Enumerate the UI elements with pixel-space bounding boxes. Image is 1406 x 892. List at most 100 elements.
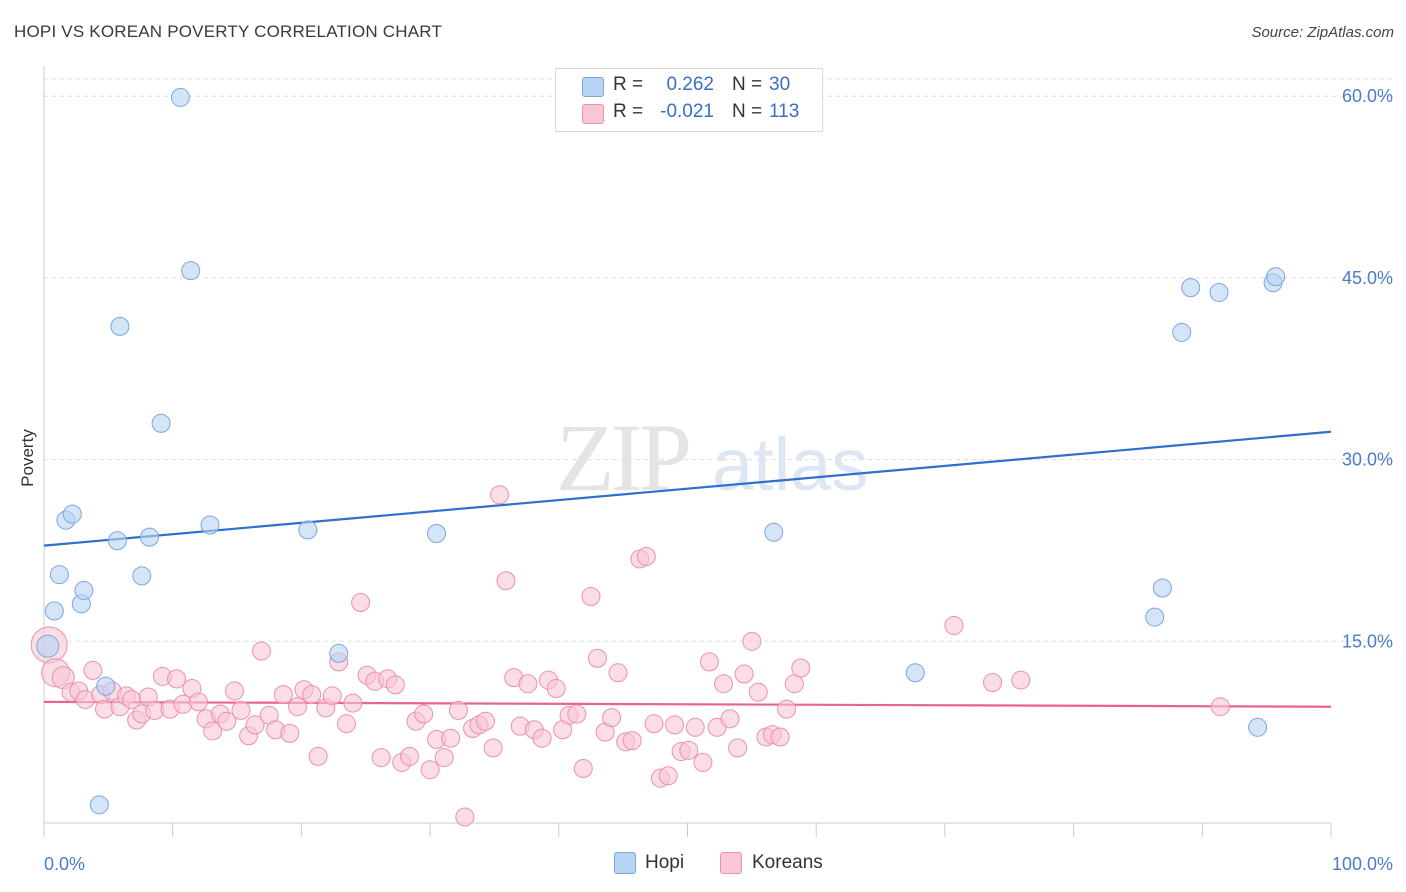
x-tick-label: 0.0% <box>44 854 85 874</box>
hopi-point <box>96 676 116 696</box>
hopi-point <box>44 601 64 621</box>
chart-title: HOPI VS KOREAN POVERTY CORRELATION CHART <box>14 22 443 41</box>
korean-point <box>944 616 964 636</box>
korean-point <box>167 669 187 689</box>
watermark-zip: ZIP <box>556 404 689 511</box>
hopi-point <box>1266 267 1286 287</box>
korean-point <box>288 697 308 717</box>
korean-point <box>748 682 768 702</box>
koreans-legend-label[interactable]: Koreans <box>752 852 823 873</box>
r-label: R = <box>613 74 644 95</box>
korean-point <box>644 714 664 734</box>
korean-point <box>496 571 516 591</box>
korean-point <box>188 692 208 712</box>
korean-point <box>483 738 503 758</box>
korean-point <box>734 664 754 684</box>
hopi-point <box>181 261 201 281</box>
korean-point <box>308 746 328 766</box>
korean-point <box>448 700 468 720</box>
korean-point <box>490 485 510 505</box>
korean-point <box>518 674 538 694</box>
hopi-point <box>298 520 318 540</box>
n-value: 113 <box>769 101 800 122</box>
hopi-point <box>140 527 160 547</box>
korean-point <box>322 686 342 706</box>
hopi-point <box>74 580 94 600</box>
r-value: -0.021 <box>660 101 714 122</box>
korean-point <box>658 766 678 786</box>
hopi-point <box>1248 717 1268 737</box>
korean-point <box>420 760 440 780</box>
hopi-point <box>89 795 109 815</box>
korean-point <box>622 731 642 751</box>
r-label: R = <box>613 101 644 122</box>
korean-point <box>608 663 628 683</box>
korean-point <box>351 593 371 613</box>
hopi-point <box>427 524 447 544</box>
hopi-point <box>764 522 784 542</box>
korean-point <box>685 717 705 737</box>
hopi-point <box>905 663 925 683</box>
korean-point <box>665 715 685 735</box>
koreans-legend-swatch[interactable] <box>720 852 742 874</box>
hopi-point <box>1152 578 1172 598</box>
data-points <box>30 87 1286 827</box>
korean-point <box>720 709 740 729</box>
y-tick-label: 15.0% <box>1342 631 1393 651</box>
korean-point <box>602 708 622 728</box>
hopi-legend-label[interactable]: Hopi <box>645 852 685 873</box>
hopi-point <box>151 413 171 433</box>
n-value: 30 <box>769 74 791 95</box>
korean-point <box>728 738 748 758</box>
hopi-trend-line <box>43 430 1332 547</box>
tick-labels: 15.0% 30.0% 45.0% 60.0% 0.0% 100.0% <box>44 86 1393 874</box>
y-tick-label: 60.0% <box>1342 86 1393 106</box>
hopi-point <box>110 316 130 336</box>
hopi-point <box>107 531 127 551</box>
korean-point <box>224 681 244 701</box>
trend-lines <box>43 430 1332 708</box>
korean-point <box>336 714 356 734</box>
korean-point <box>441 728 461 748</box>
watermark-atlas: atlas <box>712 423 868 506</box>
korean-point <box>567 704 587 724</box>
hopi-legend-swatch[interactable] <box>614 852 636 874</box>
korean-point <box>777 699 797 719</box>
korean-point <box>252 641 272 661</box>
koreans-swatch <box>582 104 604 124</box>
korean-point <box>343 693 363 713</box>
hopi-point <box>329 643 349 663</box>
hopi-point <box>200 515 220 535</box>
hopi-point <box>36 634 60 658</box>
grid-lines <box>44 78 1394 642</box>
n-label: N = <box>732 74 763 95</box>
hopi-point <box>49 565 69 585</box>
axes <box>43 66 1332 837</box>
korean-point <box>546 679 566 699</box>
korean-point <box>636 547 656 567</box>
hopi-point <box>1181 278 1201 298</box>
korean-point <box>581 586 601 606</box>
korean-point <box>414 704 434 724</box>
korean-point <box>475 711 495 731</box>
correlation-legend: R = 0.262 N = 30 R = -0.021 N = 113 <box>555 68 823 132</box>
korean-point <box>770 727 790 747</box>
korean-point <box>455 807 475 827</box>
korean-point <box>385 675 405 695</box>
korean-point <box>532 728 552 748</box>
korean-point <box>231 700 251 720</box>
korean-point <box>587 648 607 668</box>
korean-point <box>371 748 391 768</box>
korean-point <box>699 652 719 672</box>
korean-point <box>1011 670 1031 690</box>
hopi-point <box>62 504 82 524</box>
hopi-point <box>1145 607 1165 627</box>
korean-point <box>573 758 593 778</box>
n-label: N = <box>732 101 763 122</box>
korean-point <box>434 748 454 768</box>
korean-point <box>693 752 713 772</box>
korean-point <box>791 658 811 678</box>
hopi-point <box>1172 322 1192 342</box>
hopi-point <box>132 566 152 586</box>
